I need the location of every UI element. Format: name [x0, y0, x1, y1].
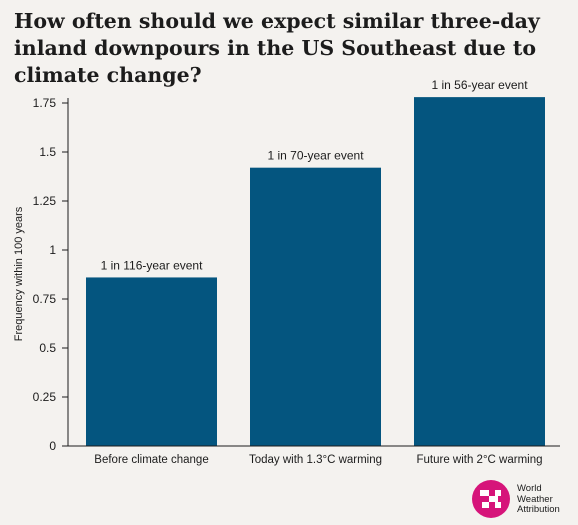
y-tick-label: 1.25 [33, 194, 57, 208]
y-tick-label: 1.75 [33, 96, 57, 110]
chart-title: How often should we expect similar three… [14, 9, 540, 87]
wwa-logo-text: World Weather Attribution [517, 483, 560, 516]
data-label: 1 in 116-year event [101, 258, 204, 272]
logo-line-3: Attribution [517, 504, 560, 515]
data-label: 1 in 70-year event [267, 149, 364, 163]
y-tick-label: 1 [49, 243, 56, 257]
bar [250, 167, 381, 446]
y-tick-label: 0.25 [33, 390, 57, 404]
logo-line-2: Weather [517, 493, 553, 505]
logo-line-1: World [517, 483, 542, 494]
y-tick-label: 1.5 [39, 145, 56, 159]
wwa-logo-icon [472, 480, 510, 518]
x-tick-label: Future with 2°C warming [416, 454, 542, 466]
bar [86, 277, 217, 446]
bar [414, 97, 545, 447]
x-tick-label: Before climate change [94, 454, 208, 466]
y-tick-label: 0.5 [39, 341, 56, 355]
data-label: 1 in 56-year event [431, 78, 528, 92]
y-tick-label: 0.75 [33, 292, 57, 306]
y-tick-label: 0 [49, 439, 56, 453]
y-axis-label: Frequency within 100 years [13, 206, 25, 341]
x-tick-label: Today with 1.3°C warming [249, 454, 382, 466]
